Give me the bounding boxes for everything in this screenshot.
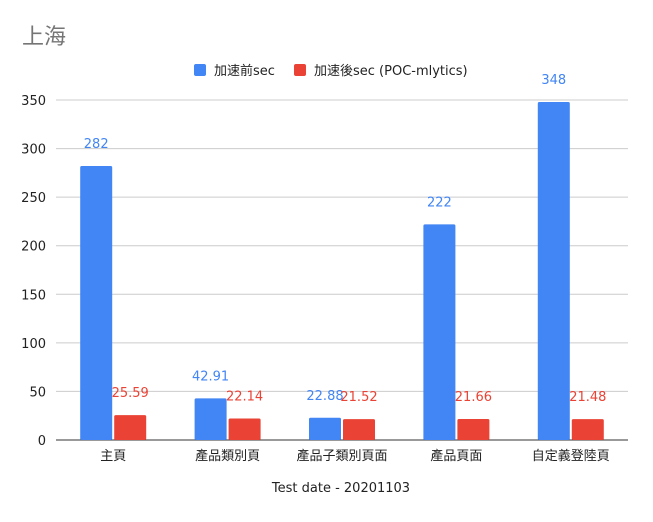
x-tick-label: 主頁 xyxy=(100,449,126,464)
y-tick-label: 100 xyxy=(21,337,46,352)
legend-label-series-2: 加速後sec (POC-mlytics) xyxy=(314,64,468,79)
bar-series-1-5 xyxy=(537,101,570,440)
y-tick-label: 350 xyxy=(21,94,46,109)
data-label-series-1: 282 xyxy=(84,137,109,152)
bars xyxy=(80,101,604,441)
data-label-series-2: 22.14 xyxy=(226,389,263,404)
data-label-series-1: 22.88 xyxy=(306,389,343,404)
bar-series-2-3 xyxy=(343,419,375,440)
data-label-series-2: 21.66 xyxy=(455,390,492,405)
legend-swatch-series-1 xyxy=(194,64,206,76)
x-axis: 主頁 產品類別頁 產品子類別頁面 產品頁面 自定義登陸頁 xyxy=(100,448,610,464)
data-label-series-1: 42.91 xyxy=(192,369,229,384)
y-axis: 0 50 100 150 200 250 300 350 xyxy=(21,94,46,449)
x-tick-label: 自定義登陸頁 xyxy=(532,448,610,464)
legend-label-series-1: 加速前sec xyxy=(214,63,275,79)
chart-title: 上海 xyxy=(22,25,66,50)
legend: 加速前sec 加速後sec (POC-mlytics) xyxy=(194,63,468,79)
y-tick-label: 250 xyxy=(21,191,46,206)
bar-series-2-2 xyxy=(228,418,261,440)
y-tick-label: 200 xyxy=(21,240,46,255)
bar-series-1-2 xyxy=(194,398,227,440)
bar-series-1-3 xyxy=(309,417,341,440)
data-label-series-1: 348 xyxy=(541,73,566,88)
y-tick-label: 150 xyxy=(21,288,46,303)
gridlines xyxy=(56,99,628,441)
y-tick-label: 0 xyxy=(38,434,46,449)
x-tick-label: 產品子類別頁面 xyxy=(296,448,387,464)
bar-series-1-4 xyxy=(423,224,456,440)
data-label-series-2: 21.52 xyxy=(340,390,377,405)
bar-series-2-1 xyxy=(114,415,147,440)
data-label-series-2: 21.48 xyxy=(569,390,606,405)
x-axis-title: Test date - 20201103 xyxy=(271,481,410,496)
bar-series-1-1 xyxy=(80,166,113,441)
data-label-series-1: 222 xyxy=(427,195,452,210)
y-tick-label: 50 xyxy=(29,385,46,400)
x-tick-label: 產品類別頁 xyxy=(195,448,260,464)
y-tick-label: 300 xyxy=(21,143,46,158)
x-tick-label: 產品頁面 xyxy=(430,448,482,464)
bar-series-2-5 xyxy=(571,419,604,440)
bar-series-2-4 xyxy=(457,418,490,440)
legend-swatch-series-2 xyxy=(294,64,306,76)
data-label-series-2: 25.59 xyxy=(112,386,149,401)
